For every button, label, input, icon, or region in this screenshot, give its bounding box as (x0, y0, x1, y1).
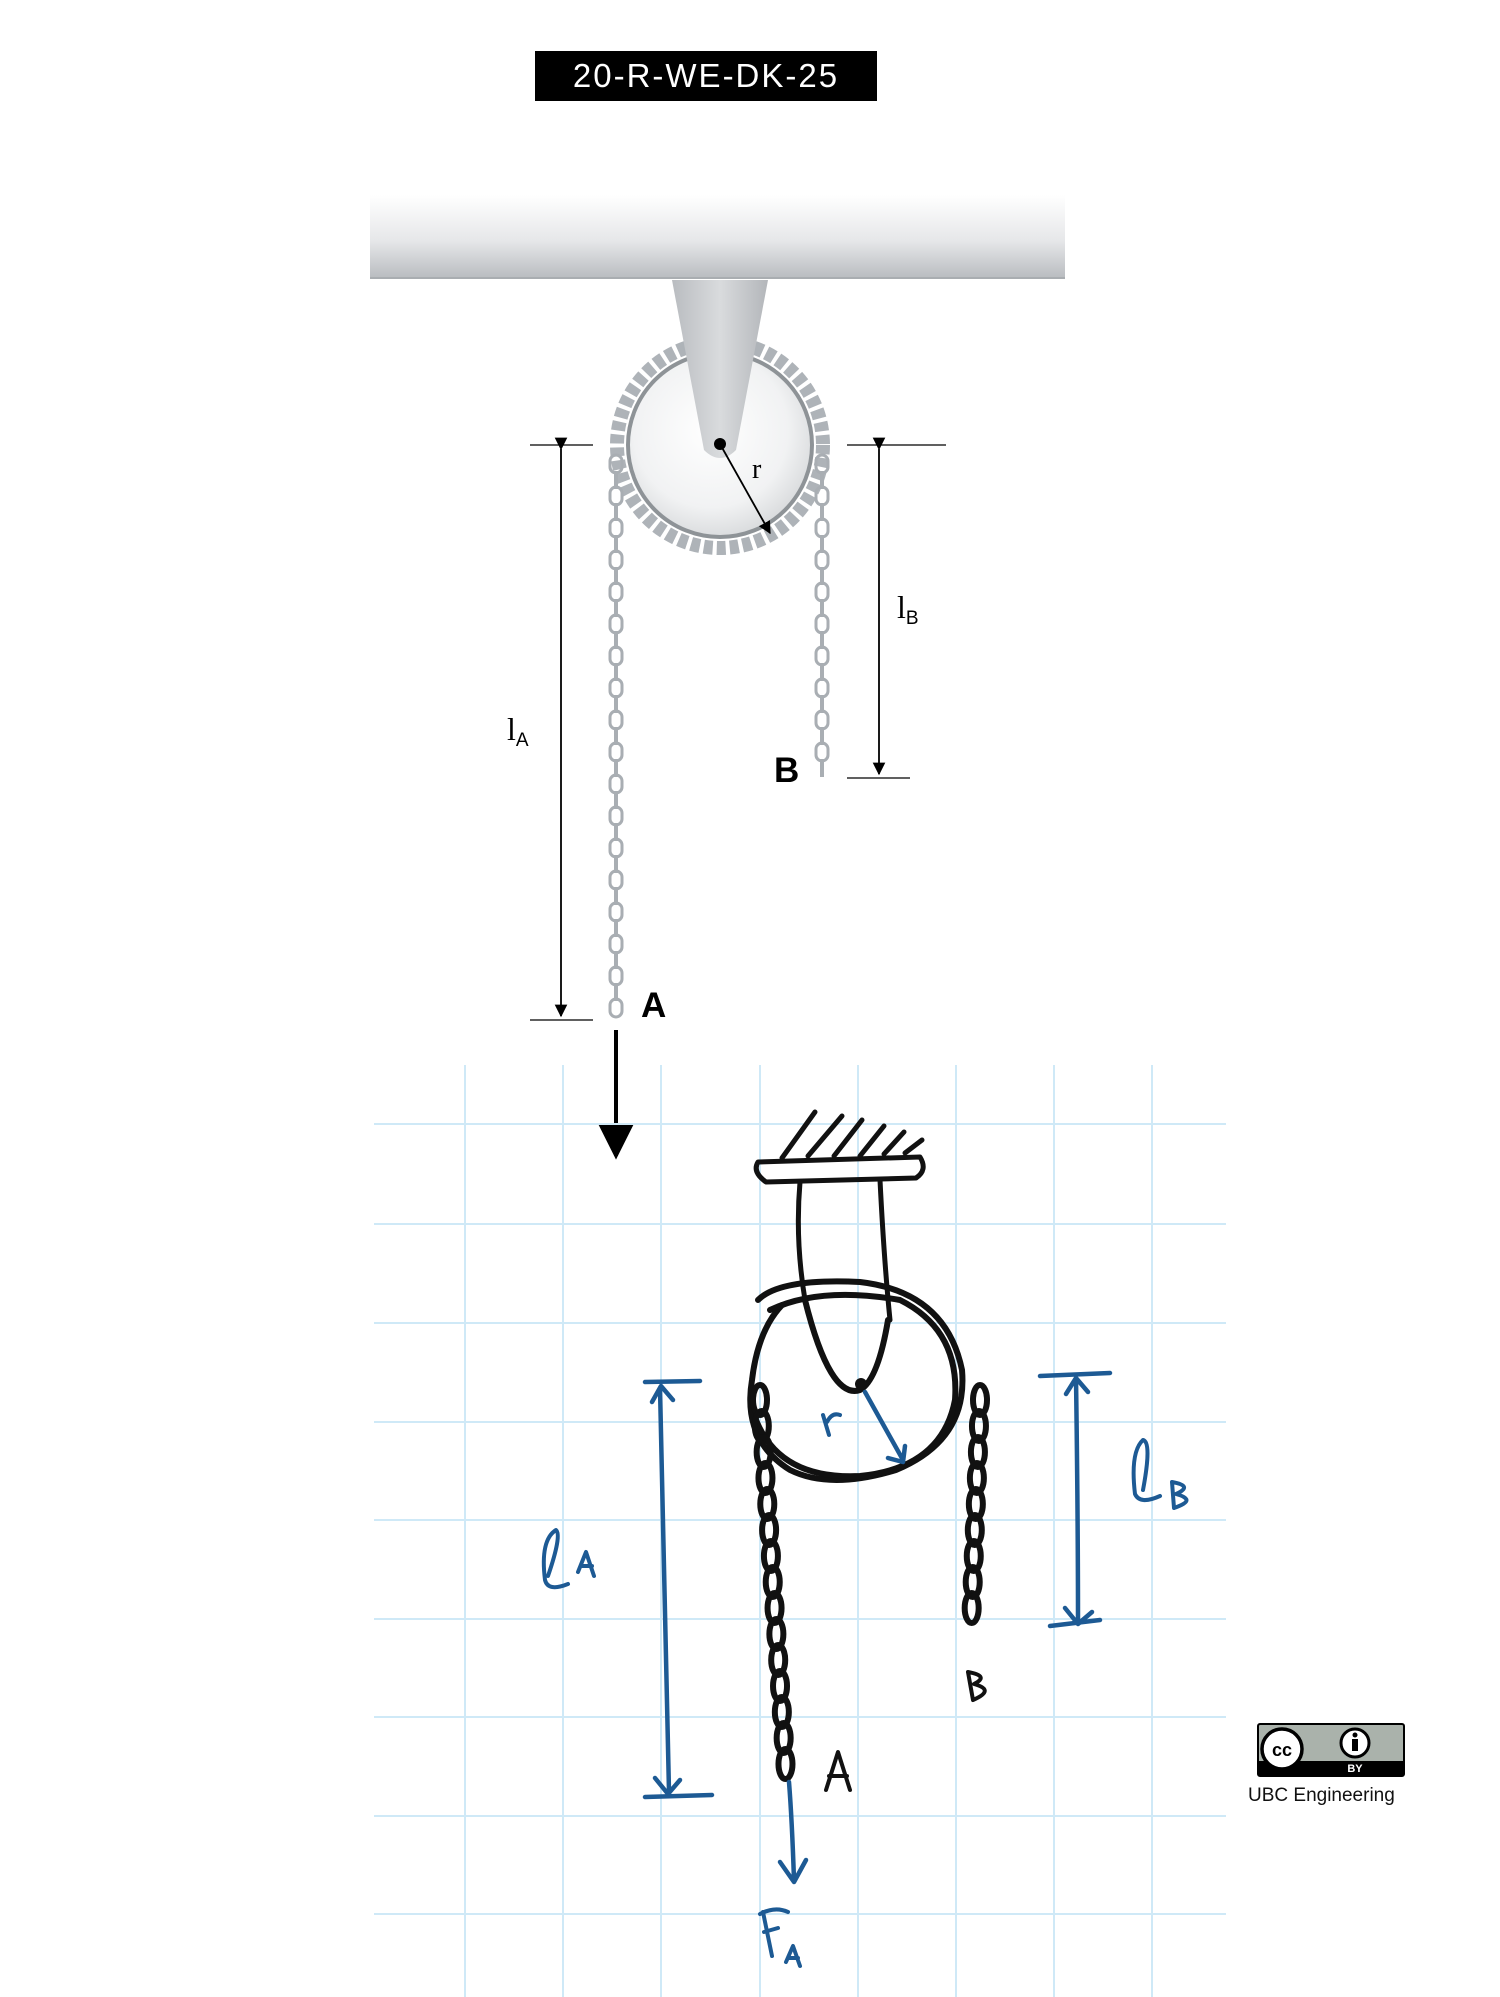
length-b-label: lB (897, 589, 919, 629)
chain-link (608, 485, 624, 507)
chain-link (608, 997, 624, 1019)
cc-by-icon: cc BY (1257, 1723, 1405, 1777)
sketch-end-a-letter (824, 1750, 852, 1792)
sketch-length-b-letter-b (1170, 1480, 1189, 1510)
sketch-length-b-arrow (1062, 1375, 1095, 1627)
chain-link (608, 581, 624, 603)
sketch-length-a-top-tick (642, 1378, 703, 1385)
sketch-length-a-arrow (649, 1383, 683, 1797)
chain-link (814, 741, 830, 763)
chain-link (814, 677, 830, 699)
sketch-length-a-letter-a (576, 1550, 596, 1578)
chain-strand-b (814, 453, 830, 777)
length-a-label: lA (507, 711, 529, 751)
sketch-pulley (747, 1278, 966, 1483)
sketch-force-arrow (777, 1779, 809, 1885)
chain-link (608, 869, 624, 891)
chain-link (608, 933, 624, 955)
sketch-length-b-letter-l (1131, 1438, 1162, 1502)
sketch-chain-link (965, 1486, 986, 1522)
credit-label: UBC Engineering (1248, 1785, 1395, 1806)
sketch-chain-link (970, 1382, 990, 1418)
chain-link (814, 613, 830, 635)
chain-link (608, 773, 624, 795)
chain-link (608, 517, 624, 539)
chain-link (814, 645, 830, 667)
sketch-radius-letter (821, 1412, 842, 1437)
chain-link (814, 581, 830, 603)
chain-link (608, 549, 624, 571)
sketch-chain-link (963, 1538, 984, 1574)
ceiling-beam (370, 195, 1065, 278)
sketch-end-b-letter (966, 1670, 987, 1702)
chain-link (814, 485, 830, 507)
sketch-length-a-letter-l (541, 1528, 570, 1590)
sketch-chain-strand-a (750, 1382, 796, 1782)
sketch-chain-link (968, 1408, 989, 1444)
svg-text:cc: cc (1272, 1740, 1292, 1760)
chain-link (608, 837, 624, 859)
end-a-label: A (641, 986, 666, 1025)
end-b-label: B (774, 751, 799, 790)
sketch-chain-link (964, 1512, 985, 1548)
chain-link (608, 965, 624, 987)
chain-link (608, 741, 624, 763)
chain-link (608, 677, 624, 699)
sketch-chain-link (961, 1590, 982, 1626)
sketch-blue-annotations (642, 1370, 1113, 1885)
chain-link (608, 613, 624, 635)
sketch-force-letter-f (758, 1907, 790, 1958)
radius-arrow (719, 443, 771, 535)
svg-text:BY: BY (1347, 1763, 1363, 1775)
sketch-blue-letters (541, 1412, 1189, 1968)
pulley-support-arm (672, 280, 768, 458)
chain-link (608, 805, 624, 827)
graph-paper-grid (374, 1065, 1226, 1997)
sketch-black-letters (824, 1670, 987, 1792)
chain-link (608, 645, 624, 667)
chain-link (814, 517, 830, 539)
sketch-length-b-top-tick (1037, 1370, 1113, 1379)
sketch-chain-link (967, 1434, 988, 1470)
sketch-chain-strand-b (961, 1382, 990, 1626)
radius-label: r (752, 454, 762, 485)
chain-link (608, 709, 624, 731)
problem-code-label: 20-R-WE-DK-25 (535, 51, 877, 101)
sketch-radius-arrow (862, 1389, 908, 1465)
chain-strand-a (608, 453, 624, 1019)
sketch-ceiling-mount (753, 1109, 926, 1323)
license-badge[interactable]: cc BY (1257, 1723, 1405, 1777)
chain-link (814, 549, 830, 571)
sketch-chain-link (775, 1746, 796, 1782)
sketch-chain-link (962, 1564, 983, 1600)
sketch-length-a-bottom-tick (642, 1792, 715, 1800)
sketch-length-b-bottom-tick (1047, 1617, 1103, 1629)
chain-link (814, 709, 830, 731)
chain-link (608, 901, 624, 923)
sketch-chain-link (966, 1460, 987, 1496)
sketch-force-letter-a (784, 1944, 802, 1968)
